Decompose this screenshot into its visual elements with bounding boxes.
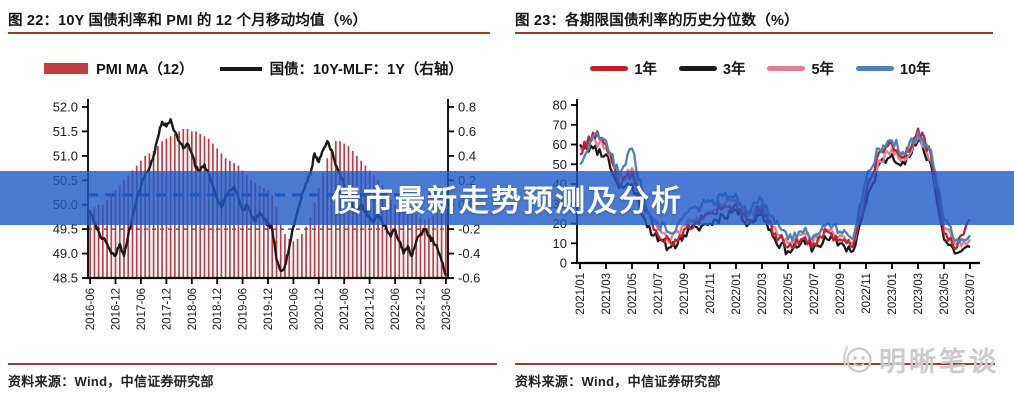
svg-text:2022/01: 2022/01 (731, 273, 743, 315)
svg-text:2021/07: 2021/07 (653, 273, 665, 315)
svg-text:2016-06: 2016-06 (85, 288, 97, 330)
svg-text:60: 60 (553, 137, 567, 152)
svg-text:2016-12: 2016-12 (111, 288, 123, 330)
svg-text:2022/03: 2022/03 (757, 273, 769, 315)
svg-text:2022/05: 2022/05 (783, 273, 795, 315)
svg-text:0.4: 0.4 (458, 148, 476, 163)
svg-text:48.5: 48.5 (53, 271, 78, 286)
pmi-legend-label: PMI MA（12） (96, 62, 194, 78)
svg-text:2023/01: 2023/01 (887, 273, 899, 315)
figure-22-source: 资料来源：Wind，中信证券研究部 (8, 374, 214, 389)
svg-text:51.5: 51.5 (53, 124, 78, 139)
svg-text:2023/07: 2023/07 (965, 273, 977, 315)
svg-text:50: 50 (553, 157, 567, 172)
legend-swatch-3y (678, 66, 717, 71)
svg-text:2022/11: 2022/11 (861, 273, 873, 314)
svg-text:2021/11: 2021/11 (705, 273, 717, 314)
svg-text:0.8: 0.8 (458, 100, 476, 115)
svg-text:2022-06: 2022-06 (390, 288, 402, 330)
svg-text:2022-12: 2022-12 (416, 288, 428, 330)
svg-text:80: 80 (553, 98, 567, 113)
overlay-banner: 债市最新走势预测及分析 (0, 171, 1014, 225)
svg-text:2021/03: 2021/03 (601, 273, 613, 315)
bond-legend-label: 国债：10Y-MLF：1Y（右轴） (269, 62, 463, 78)
legend-swatch-5y (767, 66, 806, 71)
svg-text:2019-12: 2019-12 (263, 288, 275, 330)
figure-22-title: 图 22：10Y 国债利率和 PMI 的 12 个月移动均值（%） (8, 13, 368, 29)
svg-text:2020-06: 2020-06 (288, 288, 300, 330)
svg-text:2017-12: 2017-12 (161, 288, 173, 330)
pmi-bar-legend-swatch (44, 63, 89, 74)
face-mascot-icon (843, 345, 872, 373)
pmi-bond-spread-chart: 52.00.851.50.651.00.450.50.250.00.049.5-… (53, 99, 480, 330)
svg-text:2018-06: 2018-06 (187, 288, 199, 330)
svg-text:52.0: 52.0 (53, 100, 78, 115)
figure-23-panel: 图 23：各期限国债利率的历史分位数（%） 1年 3年 5年 10年 80 70 6… (507, 0, 1014, 400)
svg-text:2021/09: 2021/09 (679, 273, 691, 315)
yield-percentile-chart: 807060504030201002021/012021/032021/0520… (553, 98, 980, 315)
svg-text:2022/09: 2022/09 (835, 273, 847, 315)
svg-text:2022/07: 2022/07 (809, 273, 821, 315)
svg-text:0.6: 0.6 (458, 124, 476, 139)
figure-23-source: 资料来源：Wind，中信证券研究部 (515, 374, 721, 389)
watermark: 明晰笔谈 (842, 340, 999, 379)
svg-text:70: 70 (553, 117, 567, 132)
legend-label-10y: 10年 (900, 62, 931, 78)
legend-label-3y: 3年 (722, 62, 746, 78)
bond-line-legend-swatch (219, 66, 262, 71)
svg-text:2018-12: 2018-12 (212, 288, 224, 330)
figure-23-title: 图 23：各期限国债利率的历史分位数（%） (515, 13, 799, 29)
figure-23-title-rule (515, 32, 993, 34)
svg-text:2023-06: 2023-06 (441, 288, 453, 330)
figure-22-legend: PMI MA（12） 国债：10Y-MLF：1Y（右轴） (0, 58, 507, 79)
legend-swatch-1y (590, 66, 629, 71)
svg-text:2017-06: 2017-06 (136, 288, 148, 330)
svg-text:2021/05: 2021/05 (627, 273, 639, 315)
figure-22-source-rule (8, 363, 497, 365)
figure-23-source-rule (515, 363, 995, 365)
svg-text:49.5: 49.5 (53, 222, 78, 237)
watermark-text: 明晰笔谈 (879, 347, 999, 377)
svg-text:2020-12: 2020-12 (314, 288, 326, 330)
legend-label-5y: 5年 (811, 62, 835, 78)
svg-text:2023/05: 2023/05 (939, 273, 951, 315)
svg-text:0: 0 (560, 256, 567, 271)
svg-text:-0.2: -0.2 (458, 222, 480, 237)
banner-title: 债市最新走势预测及分析 (331, 185, 683, 218)
svg-text:-0.4: -0.4 (458, 246, 480, 261)
svg-text:2021-06: 2021-06 (339, 288, 351, 330)
svg-text:2023/03: 2023/03 (913, 273, 925, 315)
svg-text:49.0: 49.0 (53, 246, 78, 261)
legend-swatch-10y (856, 66, 895, 71)
svg-text:-0.6: -0.6 (458, 271, 480, 286)
svg-text:2021-12: 2021-12 (365, 288, 377, 330)
svg-text:10: 10 (553, 236, 567, 251)
figure-22-title-rule (8, 32, 490, 34)
svg-text:2019-06: 2019-06 (238, 288, 250, 330)
figure-23-legend: 1年 3年 5年 10年 (507, 58, 1014, 79)
legend-label-1y: 1年 (634, 62, 657, 78)
svg-text:2021/01: 2021/01 (575, 273, 587, 315)
svg-text:51.0: 51.0 (53, 148, 78, 163)
